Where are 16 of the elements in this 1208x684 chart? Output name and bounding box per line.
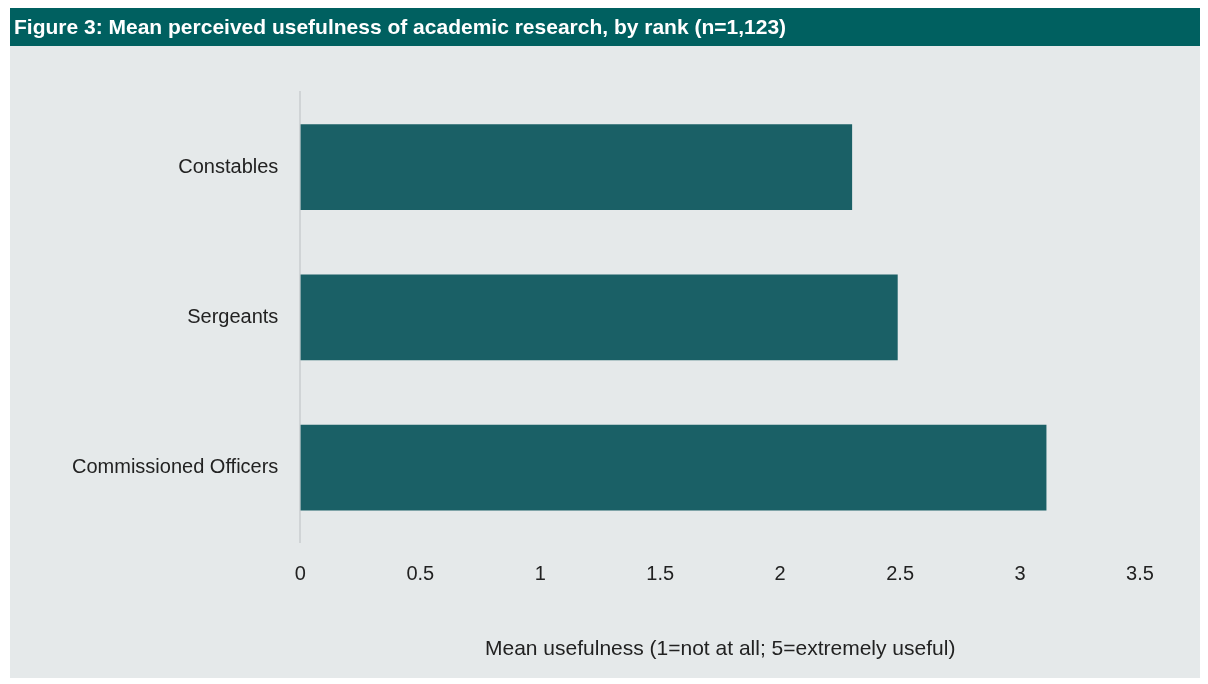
x-tick-label: 2.5 (886, 562, 915, 585)
x-tick-label: 0.5 (406, 562, 435, 585)
y-tick-label: Sergeants (187, 304, 279, 327)
y-tick-label: Constables (178, 154, 279, 177)
x-tick-label: 1 (534, 562, 546, 585)
x-tick-label: 0 (294, 562, 306, 585)
chart-title: Figure 3: Mean perceived usefulness of academic research, by rank (n=1,123) (10, 8, 1200, 46)
x-axis-title: Mean usefulness (1=not at all; 5=extremely useful) (484, 636, 956, 660)
x-tick-label: 3.5 (1126, 562, 1154, 585)
bar (300, 124, 853, 210)
bar (300, 274, 898, 361)
x-tick-label: 2 (774, 562, 786, 585)
bar (300, 424, 1047, 511)
x-tick-label: 1.5 (646, 562, 675, 585)
x-tick-label: 3 (1014, 562, 1026, 585)
y-tick-label: Commissioned Officers (72, 455, 279, 478)
